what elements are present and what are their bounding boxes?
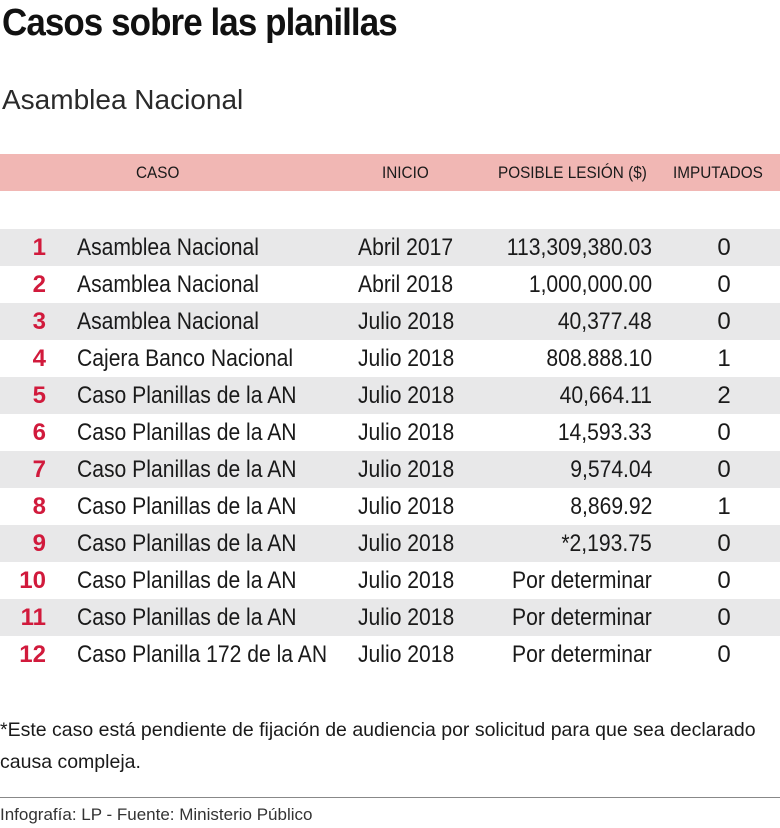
case-name: Caso Planillas de la AN (77, 456, 297, 483)
case-start: Julio 2018 (358, 567, 455, 594)
case-start: Julio 2018 (358, 493, 455, 520)
case-start: Julio 2018 (358, 382, 455, 409)
case-amount: 40,664.11 (559, 382, 652, 409)
case-defendants: 1 (717, 345, 731, 372)
case-name: Asamblea Nacional (77, 234, 259, 261)
table-row: 4 Cajera Banco Nacional Julio 2018 808.8… (0, 340, 780, 377)
case-start: Julio 2018 (358, 604, 455, 631)
case-start: Abril 2018 (358, 271, 454, 298)
case-number: 9 (32, 530, 46, 557)
case-number: 1 (32, 234, 46, 261)
case-amount: Por determinar (512, 604, 652, 631)
case-name: Cajera Banco Nacional (77, 345, 294, 372)
case-number: 6 (32, 419, 46, 446)
case-defendants: 2 (717, 382, 731, 409)
page-title: Casos sobre las planillas (2, 2, 398, 44)
case-number: 12 (19, 641, 46, 668)
case-defendants: 0 (717, 567, 731, 594)
table-row: 1 Asamblea Nacional Abril 2017 113,309,3… (0, 229, 780, 266)
header-caso: CASO (136, 163, 180, 182)
case-amount: 40,377.48 (558, 308, 652, 335)
case-amount: 808.888.10 (546, 345, 652, 372)
case-name: Caso Planilla 172 de la AN (77, 641, 328, 668)
case-start: Julio 2018 (358, 530, 455, 557)
case-name: Caso Planillas de la AN (77, 493, 297, 520)
table-row: 5 Caso Planillas de la AN Julio 2018 40,… (0, 377, 780, 414)
header-posible-lesion: POSIBLE LESIÓN ($) (498, 163, 647, 182)
table-body: 1 Asamblea Nacional Abril 2017 113,309,3… (0, 229, 780, 673)
case-number: 3 (32, 308, 46, 335)
table-header: CASO INICIO POSIBLE LESIÓN ($) IMPUTADOS (0, 154, 780, 191)
divider (0, 797, 780, 798)
case-start: Abril 2017 (358, 234, 454, 261)
case-start: Julio 2018 (358, 308, 455, 335)
table-row: 6 Caso Planillas de la AN Julio 2018 14,… (0, 414, 780, 451)
case-number: 10 (19, 567, 46, 594)
case-amount: 8,869.92 (569, 493, 652, 520)
case-name: Asamblea Nacional (77, 271, 259, 298)
case-name: Caso Planillas de la AN (77, 530, 297, 557)
case-defendants: 0 (717, 308, 731, 335)
case-start: Julio 2018 (358, 641, 455, 668)
case-amount: Por determinar (512, 641, 652, 668)
case-amount: Por determinar (512, 567, 652, 594)
case-defendants: 0 (717, 234, 731, 261)
source-credit: Infografía: LP - Fuente: Ministerio Públ… (0, 805, 313, 824)
case-name: Asamblea Nacional (77, 308, 259, 335)
footnote: *Este caso está pendiente de fijación de… (0, 719, 756, 773)
table-row: 2 Asamblea Nacional Abril 2018 1,000,000… (0, 266, 780, 303)
case-amount: 14,593.33 (558, 419, 652, 446)
case-amount: 9,574.04 (569, 456, 652, 483)
case-number: 8 (32, 493, 46, 520)
case-number: 4 (32, 345, 46, 372)
table-row: 7 Caso Planillas de la AN Julio 2018 9,5… (0, 451, 780, 488)
case-defendants: 0 (717, 604, 731, 631)
case-start: Julio 2018 (358, 456, 455, 483)
table-row: 8 Caso Planillas de la AN Julio 2018 8,8… (0, 488, 780, 525)
case-number: 7 (32, 456, 46, 483)
case-defendants: 0 (717, 456, 731, 483)
case-start: Julio 2018 (358, 345, 455, 372)
case-amount: 1,000,000.00 (528, 271, 652, 298)
case-start: Julio 2018 (358, 419, 455, 446)
case-name: Caso Planillas de la AN (77, 419, 297, 446)
table-row: 9 Caso Planillas de la AN Julio 2018 *2,… (0, 525, 780, 562)
table-row: 10 Caso Planillas de la AN Julio 2018 Po… (0, 562, 780, 599)
table-row: 11 Caso Planillas de la AN Julio 2018 Po… (0, 599, 780, 636)
case-name: Caso Planillas de la AN (77, 567, 297, 594)
table-row: 3 Asamblea Nacional Julio 2018 40,377.48… (0, 303, 780, 340)
case-defendants: 0 (717, 641, 731, 668)
page-subtitle: Asamblea Nacional (2, 84, 244, 115)
case-amount: 113,309,380.03 (506, 234, 652, 261)
case-number: 2 (32, 271, 46, 298)
case-defendants: 0 (717, 271, 731, 298)
table-row: 12 Caso Planilla 172 de la AN Julio 2018… (0, 636, 780, 673)
case-defendants: 0 (717, 419, 731, 446)
case-name: Caso Planillas de la AN (77, 604, 297, 631)
case-defendants: 0 (717, 530, 731, 557)
header-imputados: IMPUTADOS (673, 163, 763, 182)
header-inicio: INICIO (382, 163, 429, 182)
case-name: Caso Planillas de la AN (77, 382, 297, 409)
case-defendants: 1 (717, 493, 731, 520)
case-number: 11 (20, 604, 46, 631)
case-number: 5 (32, 382, 46, 409)
case-amount: *2,193.75 (561, 530, 652, 557)
